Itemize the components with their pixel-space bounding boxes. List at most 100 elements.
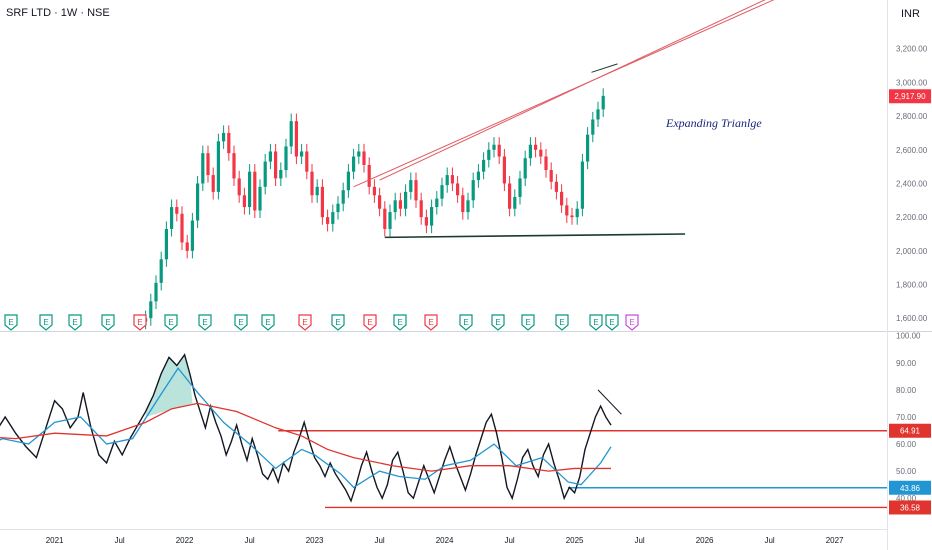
currency-label: INR [901, 8, 920, 20]
candle-body [175, 207, 179, 214]
candle-body [539, 149, 543, 157]
candle-body [554, 181, 558, 192]
trendline-support [384, 233, 686, 239]
candle-body [336, 203, 340, 213]
osc-tick-label: 70.00 [896, 413, 917, 422]
price-tick-label: 1,800.00 [896, 281, 928, 290]
candle-body [398, 200, 402, 209]
candle-body [315, 186, 319, 196]
symbol-title: SRF LTD · 1W · NSE [6, 7, 110, 19]
earnings-marker [261, 314, 275, 331]
candle-body [388, 212, 392, 229]
candle-body [575, 208, 579, 218]
candle-body [294, 121, 298, 157]
candle-body [196, 183, 200, 221]
price-tick-label: 2,000.00 [896, 247, 928, 256]
osc-tick-label: 40.00 [896, 494, 917, 503]
osc-series-2 [0, 402, 611, 472]
earnings-marker-label: E [265, 318, 270, 327]
earnings-marker-label: E [105, 318, 110, 327]
candle-body [482, 159, 486, 172]
price-tick-label: 2,800.00 [896, 112, 928, 121]
last-price-badge [889, 89, 931, 104]
earnings-marker [625, 314, 639, 331]
candle-body [164, 228, 168, 260]
candle-body [419, 200, 423, 218]
earnings-marker-label: E [72, 318, 77, 327]
candle-body [601, 95, 605, 110]
candle-body [253, 171, 257, 211]
last-price-label: 2,917.90 [894, 92, 926, 101]
candle-body [357, 151, 361, 157]
pattern-annotation: Expanding Trianlge [666, 116, 762, 130]
earnings-marker-label: E [202, 318, 207, 327]
candle-body [534, 144, 538, 150]
candle-body [300, 151, 304, 157]
candle-body [216, 141, 220, 192]
time-tick-label: 2022 [176, 536, 194, 545]
candle-body [341, 190, 345, 204]
candle-body [586, 134, 590, 162]
candle-body [331, 212, 335, 224]
candle-body [523, 158, 527, 179]
candle-body [404, 191, 408, 209]
earnings-marker [133, 314, 147, 331]
time-tick-label: 2026 [696, 536, 714, 545]
candle-body [435, 198, 439, 208]
candle-body [476, 171, 480, 181]
price-tick-label: 2,200.00 [896, 213, 928, 222]
candle-body [383, 208, 387, 229]
earnings-marker [39, 314, 53, 331]
candle-body [528, 144, 532, 159]
earnings-marker-label: E [629, 318, 634, 327]
price-tick-label: 3,200.00 [896, 45, 928, 54]
earnings-marker [605, 314, 619, 331]
osc-tick-label: 60.00 [896, 440, 917, 449]
candle-body [310, 171, 314, 196]
level-badge [889, 500, 931, 515]
candle-body [492, 144, 496, 150]
time-tick-label: 2021 [46, 536, 64, 545]
earnings-marker-label: E [238, 318, 243, 327]
earnings-marker [459, 314, 473, 331]
earnings-marker-label: E [302, 318, 307, 327]
candle-body [268, 151, 272, 162]
level-badge [889, 480, 931, 495]
earnings-marker [331, 314, 345, 331]
earnings-marker-label: E [559, 318, 564, 327]
earnings-marker [363, 314, 377, 331]
candle-body [170, 207, 174, 229]
candle-body [279, 170, 283, 179]
candle-body [461, 195, 465, 213]
candle-body [367, 164, 371, 187]
candle-body [518, 178, 522, 197]
candle-body [414, 180, 418, 201]
candle-body [263, 161, 267, 187]
candle-body [378, 195, 382, 209]
candle-body [211, 175, 215, 192]
osc-divergence-line [597, 389, 622, 415]
time-tick-label: 2024 [436, 536, 454, 545]
earnings-marker [101, 314, 115, 331]
candle-body [471, 180, 475, 201]
price-tick-label: 1,600.00 [896, 314, 928, 323]
earnings-marker [298, 314, 312, 331]
candle-body [565, 205, 569, 216]
earnings-marker [491, 314, 505, 331]
candle-body [284, 146, 288, 170]
osc-tick-label: 100.00 [896, 332, 921, 341]
earnings-marker [521, 314, 535, 331]
candle-body [232, 153, 236, 179]
earnings-marker-label: E [593, 318, 598, 327]
price-tick-label: 3,000.00 [896, 78, 928, 87]
candle-body [560, 191, 564, 206]
candle-body [190, 220, 194, 251]
earnings-marker-label: E [367, 318, 372, 327]
earnings-marker-label: E [43, 318, 48, 327]
earnings-marker [393, 314, 407, 331]
earnings-marker-label: E [428, 318, 433, 327]
candle-body [362, 151, 366, 165]
time-tick-label: 2025 [566, 536, 584, 545]
candle-body [513, 196, 517, 209]
